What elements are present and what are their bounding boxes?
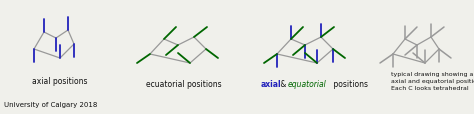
Text: ecuatorial positions: ecuatorial positions [146, 79, 222, 88]
Text: axial: axial [261, 79, 282, 88]
Text: Each C looks tetrahedral: Each C looks tetrahedral [391, 85, 469, 90]
Text: axial and equatorial positions.: axial and equatorial positions. [391, 78, 474, 83]
Text: equatorial: equatorial [288, 79, 327, 88]
Text: positions: positions [331, 79, 368, 88]
Text: axial positions: axial positions [32, 76, 88, 85]
Text: University of Calgary 2018: University of Calgary 2018 [4, 101, 97, 107]
Text: typical drawing showing all the: typical drawing showing all the [391, 71, 474, 76]
Text: &: & [278, 79, 289, 88]
